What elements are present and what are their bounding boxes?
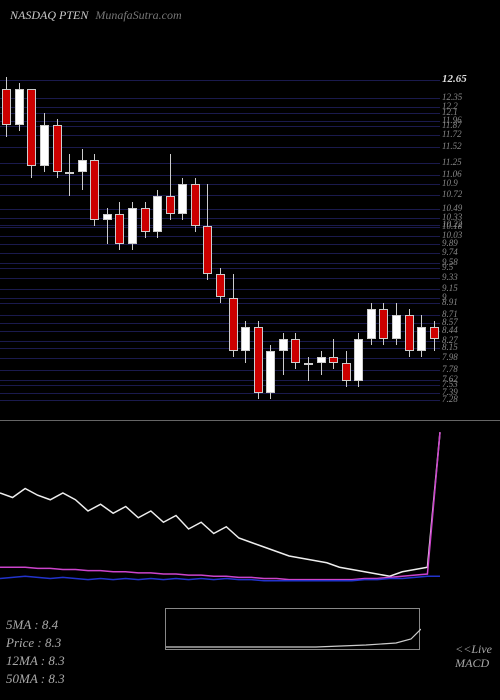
candle [216, 274, 225, 298]
candle [65, 172, 74, 174]
y-tick-label: 7.98 [442, 353, 458, 362]
candle [90, 160, 99, 220]
candle [367, 309, 376, 339]
candlestick-chart [0, 80, 440, 400]
y-tick-label: 11.25 [442, 158, 462, 167]
y-tick-label: 10.9 [442, 179, 458, 188]
exchange-label: NASDAQ [10, 8, 56, 22]
macd-signal [166, 609, 421, 651]
candle [304, 363, 313, 365]
chart-header: NASDAQ PTEN MunafaSutra.com [10, 8, 182, 23]
candle [229, 298, 238, 352]
candle [291, 339, 300, 363]
y-tick-label: 7.28 [442, 395, 458, 404]
candle [329, 357, 338, 363]
candle [141, 208, 150, 232]
candle [27, 89, 36, 166]
macd-box [165, 608, 420, 650]
ma5-label: 5MA : 8.4 [6, 616, 65, 634]
y-tick-label: 9.5 [442, 263, 453, 272]
ma12-label: 12MA : 8.3 [6, 652, 65, 670]
candle [103, 214, 112, 220]
y-tick-label: 9.33 [442, 273, 458, 282]
candle [392, 315, 401, 339]
indicator-line-white [0, 432, 440, 576]
candle [153, 196, 162, 232]
y-tick-label: 8.44 [442, 326, 458, 335]
candle [53, 125, 62, 173]
y-tick-label: 8.91 [442, 298, 458, 307]
price-label: Price : 8.3 [6, 634, 65, 652]
stats-box: 5MA : 8.4 Price : 8.3 12MA : 8.3 50MA : … [6, 616, 65, 688]
candle [191, 184, 200, 226]
candle [254, 327, 263, 393]
live-line1: <<Live [455, 642, 492, 656]
indicator-lines [0, 421, 500, 601]
candle [15, 89, 24, 125]
live-line2: MACD [455, 656, 492, 670]
candle [279, 339, 288, 351]
candle [317, 357, 326, 363]
candle [430, 327, 439, 339]
y-axis-labels: 12.6512.3512.212.111.9611.8711.7211.5211… [442, 80, 498, 400]
candle [379, 309, 388, 339]
site-label: MunafaSutra.com [95, 8, 181, 22]
candle [128, 208, 137, 244]
candle [115, 214, 124, 244]
candle [241, 327, 250, 351]
candle [166, 196, 175, 214]
candle [2, 89, 11, 125]
candle [40, 125, 49, 167]
candle [354, 339, 363, 381]
y-tick-label: 8.15 [442, 343, 458, 352]
y-tick-label: 10.72 [442, 190, 462, 199]
y-tick-label: 7.78 [442, 365, 458, 374]
y-tick-label: 11.72 [442, 130, 462, 139]
symbol-label: PTEN [59, 8, 88, 22]
candle [203, 226, 212, 274]
candle [178, 184, 187, 214]
y-tick-label: 12.65 [442, 75, 467, 84]
ma50-label: 50MA : 8.3 [6, 670, 65, 688]
candle [266, 351, 275, 393]
candle [342, 363, 351, 381]
y-tick-label: 11.52 [442, 142, 462, 151]
live-macd-label: <<Live MACD [455, 642, 492, 670]
candle [417, 327, 426, 351]
candle [78, 160, 87, 172]
indicator-chart [0, 420, 500, 600]
candle [405, 315, 414, 351]
indicator-line-magenta [0, 432, 440, 579]
